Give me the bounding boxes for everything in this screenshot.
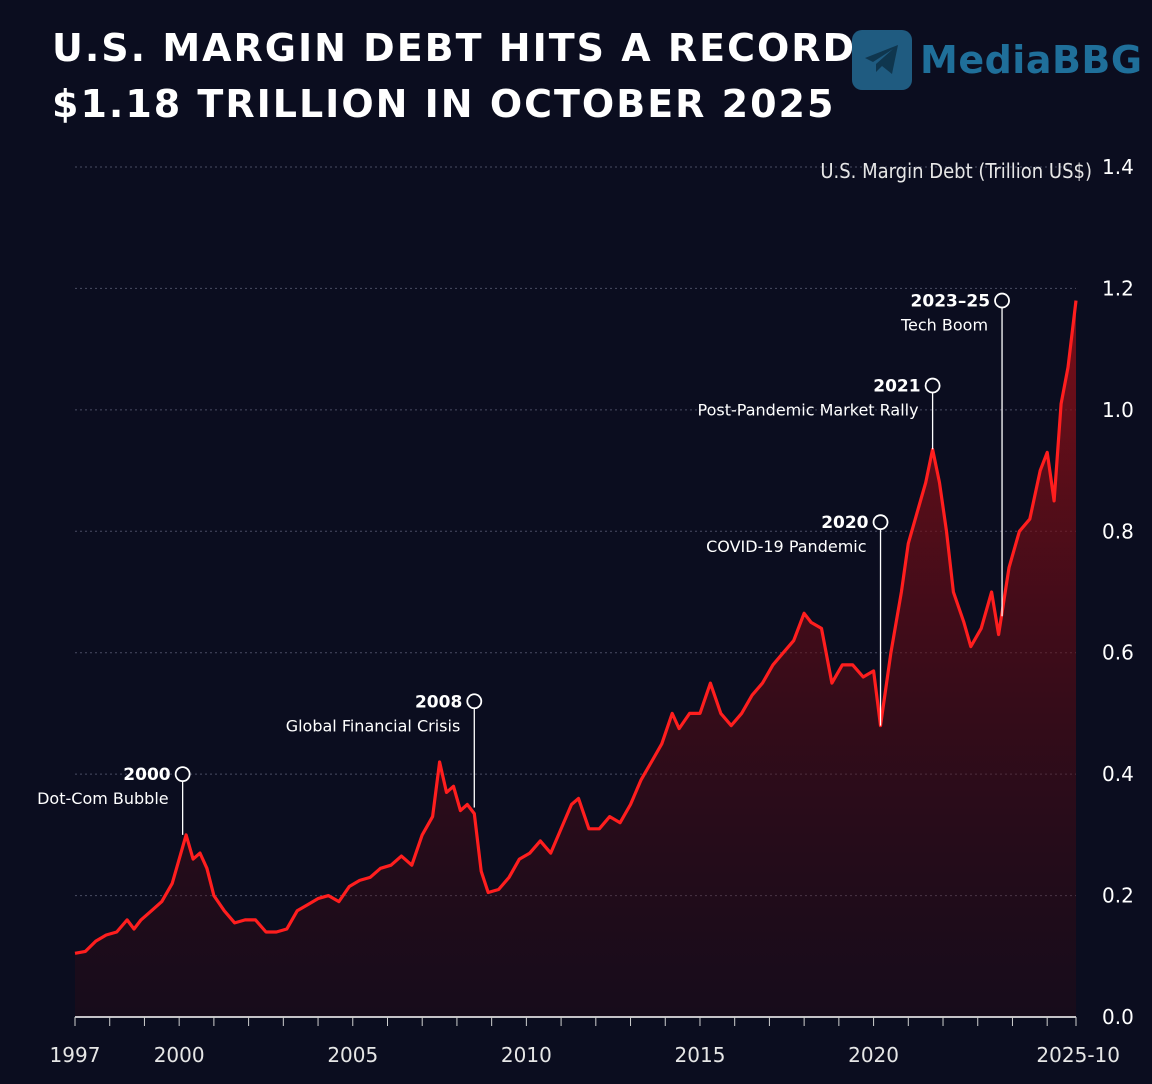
y-tick-label: 1.2: [1102, 276, 1134, 300]
y-tick-label: 1.4: [1102, 155, 1134, 179]
telegram-plane-icon: [852, 30, 912, 90]
annotation-year: 2000: [123, 765, 170, 785]
x-tick-label: 2020: [848, 1043, 899, 1067]
annotation-label: Post-Pandemic Market Rally: [698, 401, 919, 420]
annotation-marker: [872, 514, 889, 531]
y-tick-label: 0.4: [1102, 762, 1134, 786]
annotations: 2000 Dot-Com Bubble 2008 Global Financial C…: [37, 292, 1010, 835]
y-tick-label: 0.8: [1102, 519, 1134, 543]
annotation-label: Dot-Com Bubble: [37, 789, 169, 808]
logo-text: MediaBBG: [920, 38, 1143, 82]
logo: MediaBBG: [852, 30, 1143, 90]
annotation-year: 2023–25: [911, 292, 990, 312]
annotation-year: 2008: [415, 692, 462, 712]
annotation-marker: [174, 766, 191, 783]
annotation-year: 2020: [821, 513, 868, 533]
area-fill: [75, 300, 1076, 1018]
annotation-marker: [466, 693, 483, 710]
y-tick-label: 1.0: [1102, 398, 1134, 422]
y-tick-label: 0.6: [1102, 641, 1134, 665]
annotation-label: COVID-19 Pandemic: [706, 537, 866, 556]
chart-title: U.S. MARGIN DEBT HITS A RECORD $1.18 TRI…: [52, 20, 857, 132]
annotation-year: 2021: [873, 377, 920, 397]
x-axis: 1997 2000 2005 2010 2015 2020 2025-10: [50, 1016, 1120, 1067]
x-tick-label: 2015: [675, 1043, 726, 1067]
y-tick-label: 0.0: [1102, 1005, 1134, 1029]
title-line-2: $1.18 TRILLION IN OCTOBER 2025: [52, 82, 836, 126]
x-tick-label: 2000: [154, 1043, 205, 1067]
y-tick-label: 0.2: [1102, 884, 1134, 908]
x-tick-label: 2010: [501, 1043, 552, 1067]
y-axis-label: U.S. Margin Debt (Trillion US$): [820, 159, 1092, 183]
x-tick-label: 2005: [327, 1043, 378, 1067]
annotation-label: Tech Boom: [900, 316, 988, 335]
annotation-marker: [924, 377, 941, 394]
annotation-label: Global Financial Crisis: [286, 716, 461, 735]
y-axis-ticks: 0.0 0.2 0.4 0.6 0.8 1.0 1.2 1.4: [1102, 155, 1134, 1029]
title-line-1: U.S. MARGIN DEBT HITS A RECORD: [52, 26, 857, 70]
x-tick-label: 1997: [50, 1043, 101, 1067]
annotation-marker: [994, 292, 1010, 309]
x-tick-label: 2025-10: [1036, 1043, 1120, 1067]
series-line: [74, 300, 1078, 955]
